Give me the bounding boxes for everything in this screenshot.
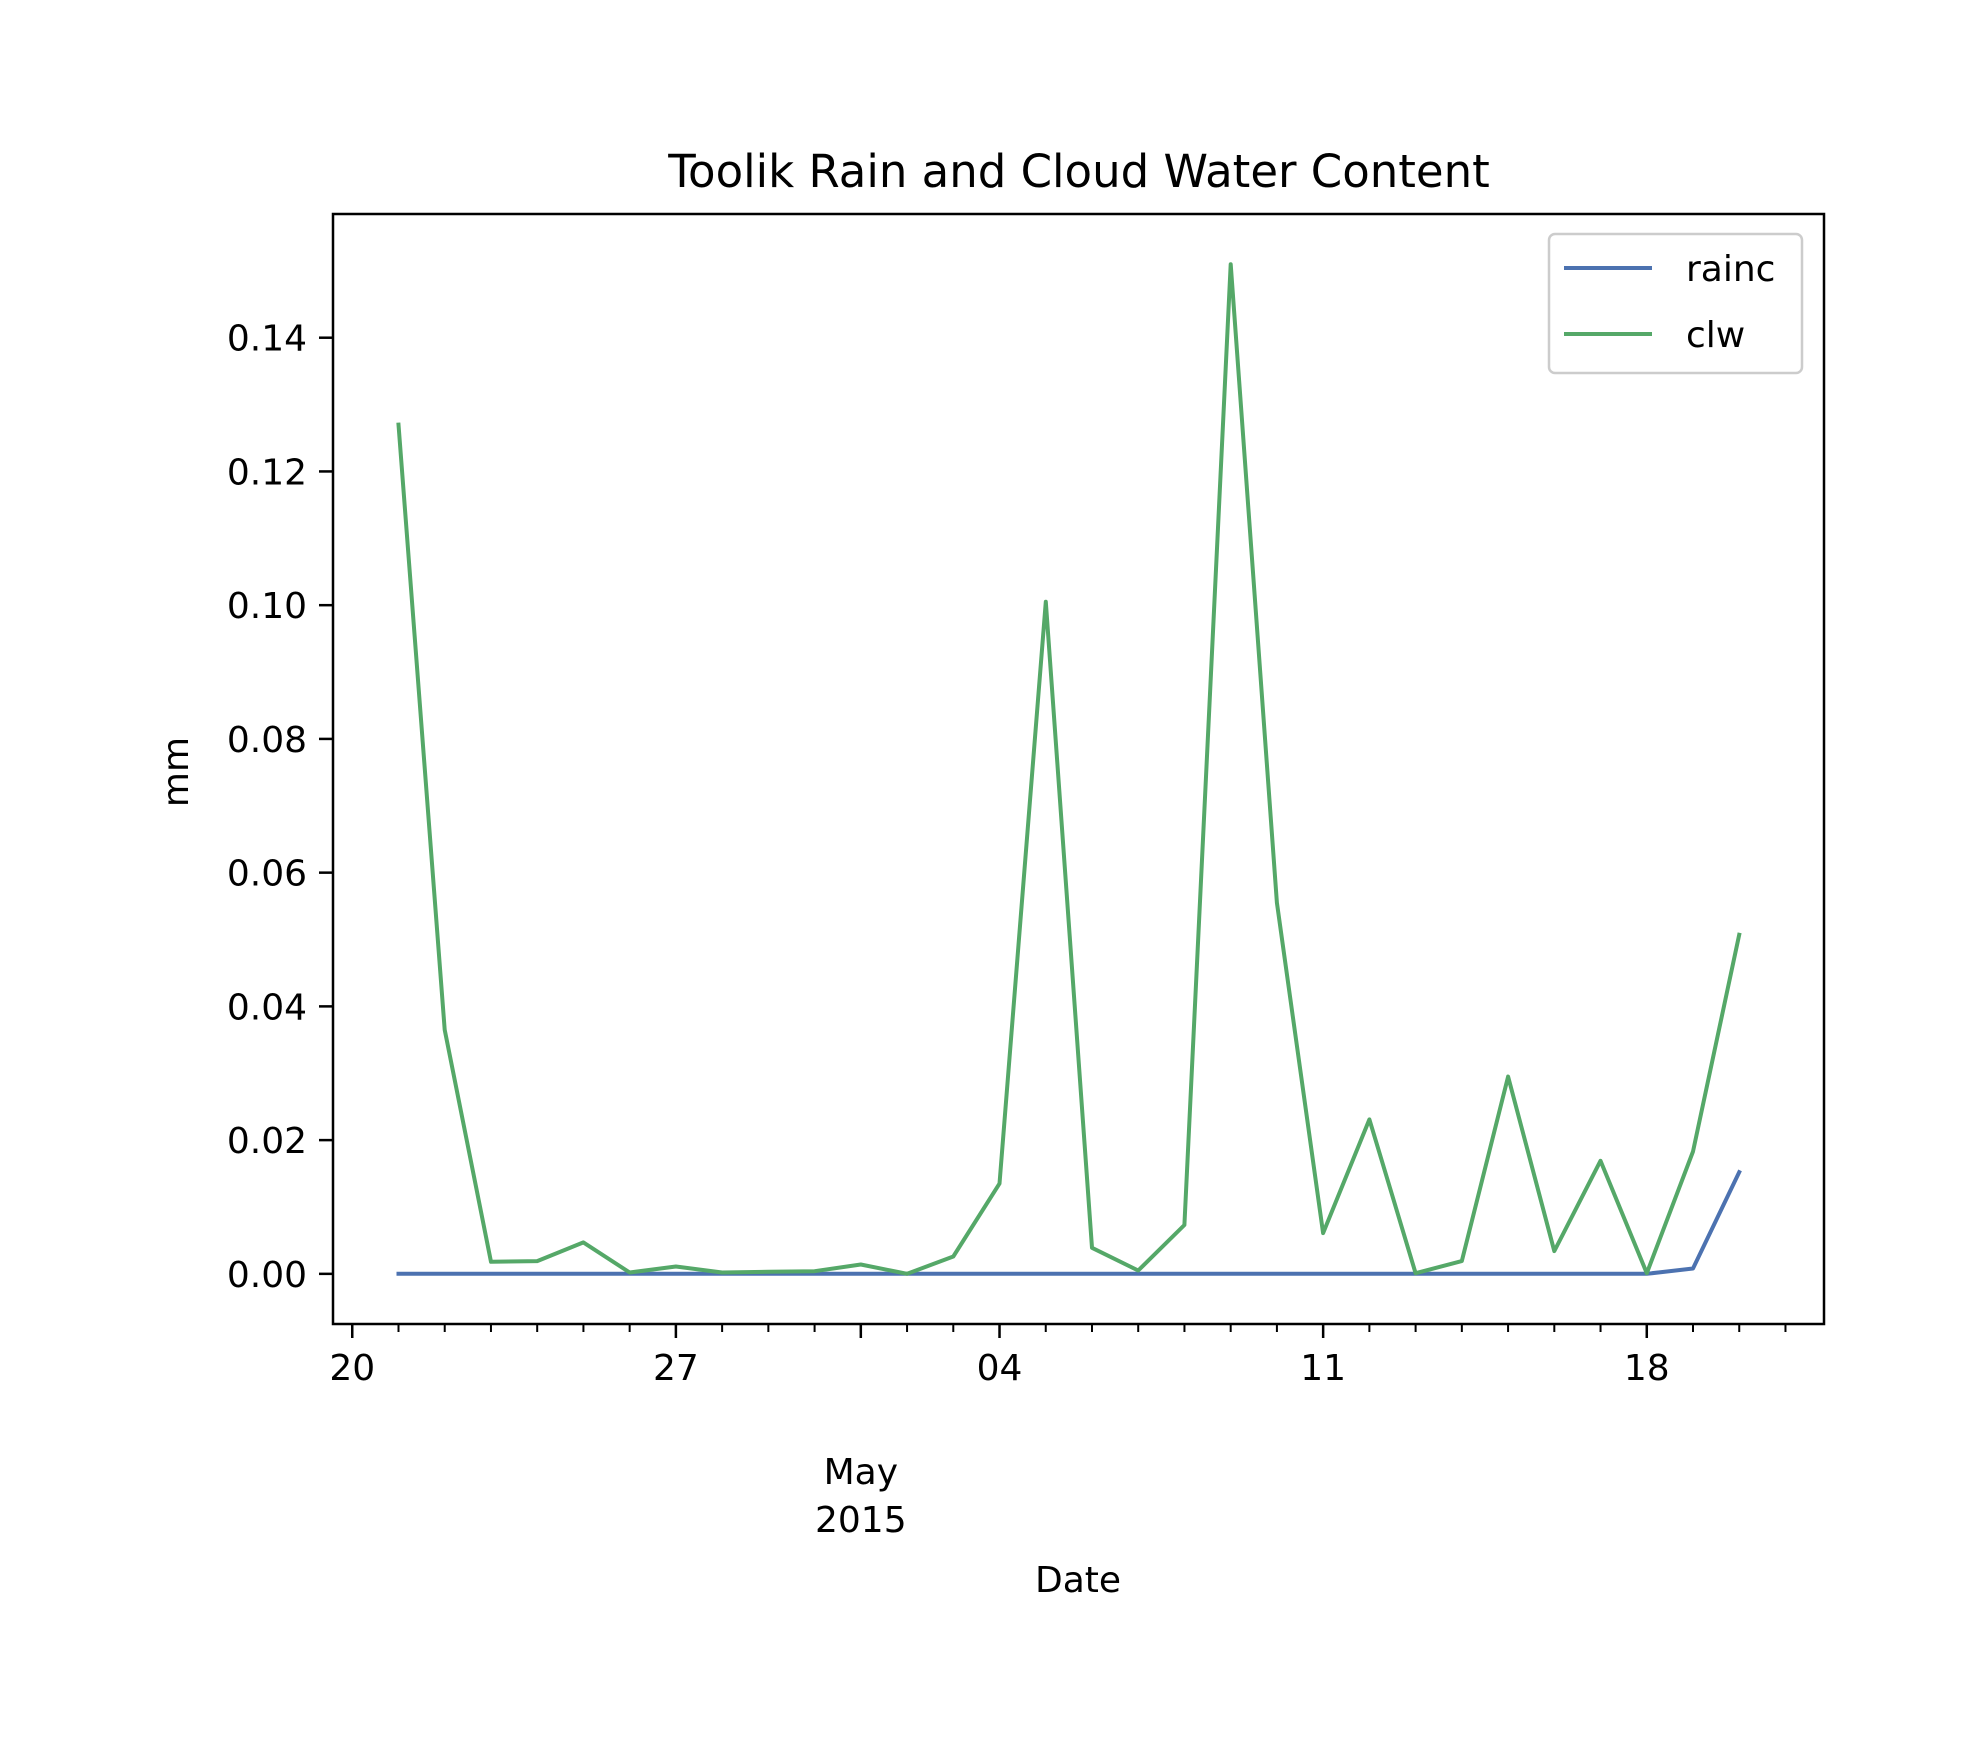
y-tick-label: 0.02: [227, 1121, 307, 1162]
x-month-label: 2015: [815, 1500, 907, 1541]
y-tick-label: 0.04: [227, 987, 307, 1028]
y-tick-label: 0.00: [227, 1255, 307, 1296]
x-axis-ticks: 20 27 04 11 18 May 2015: [329, 1324, 1787, 1541]
x-axis-label: Date: [1035, 1560, 1121, 1601]
y-axis-ticks: 0.00 0.02 0.04 0.06 0.08 0.10 0.12 0.14: [227, 319, 333, 1296]
series-line-clw: [396, 262, 1742, 1276]
axes-frame: [331, 212, 1826, 1326]
legend: rainc clw: [1547, 232, 1804, 375]
series-line-rainc: [396, 1169, 1742, 1276]
legend-label-rainc: rainc: [1686, 249, 1775, 290]
y-tick-label: 0.08: [227, 720, 307, 761]
x-tick-label: 20: [329, 1348, 375, 1389]
y-tick-label: 0.12: [227, 452, 307, 493]
x-tick-label: 27: [653, 1348, 699, 1389]
x-tick-label: 11: [1300, 1348, 1346, 1389]
x-tick-label: 18: [1624, 1348, 1670, 1389]
chart-title: Toolik Rain and Cloud Water Content: [667, 145, 1490, 198]
x-tick-label: 04: [977, 1348, 1023, 1389]
x-month-label: May: [824, 1452, 898, 1493]
y-tick-label: 0.06: [227, 854, 307, 895]
y-axis-label: mm: [156, 737, 197, 807]
y-tick-label: 0.14: [227, 319, 307, 360]
y-tick-label: 0.10: [227, 586, 307, 627]
legend-label-clw: clw: [1686, 315, 1745, 356]
plot-area: [396, 262, 1742, 1276]
